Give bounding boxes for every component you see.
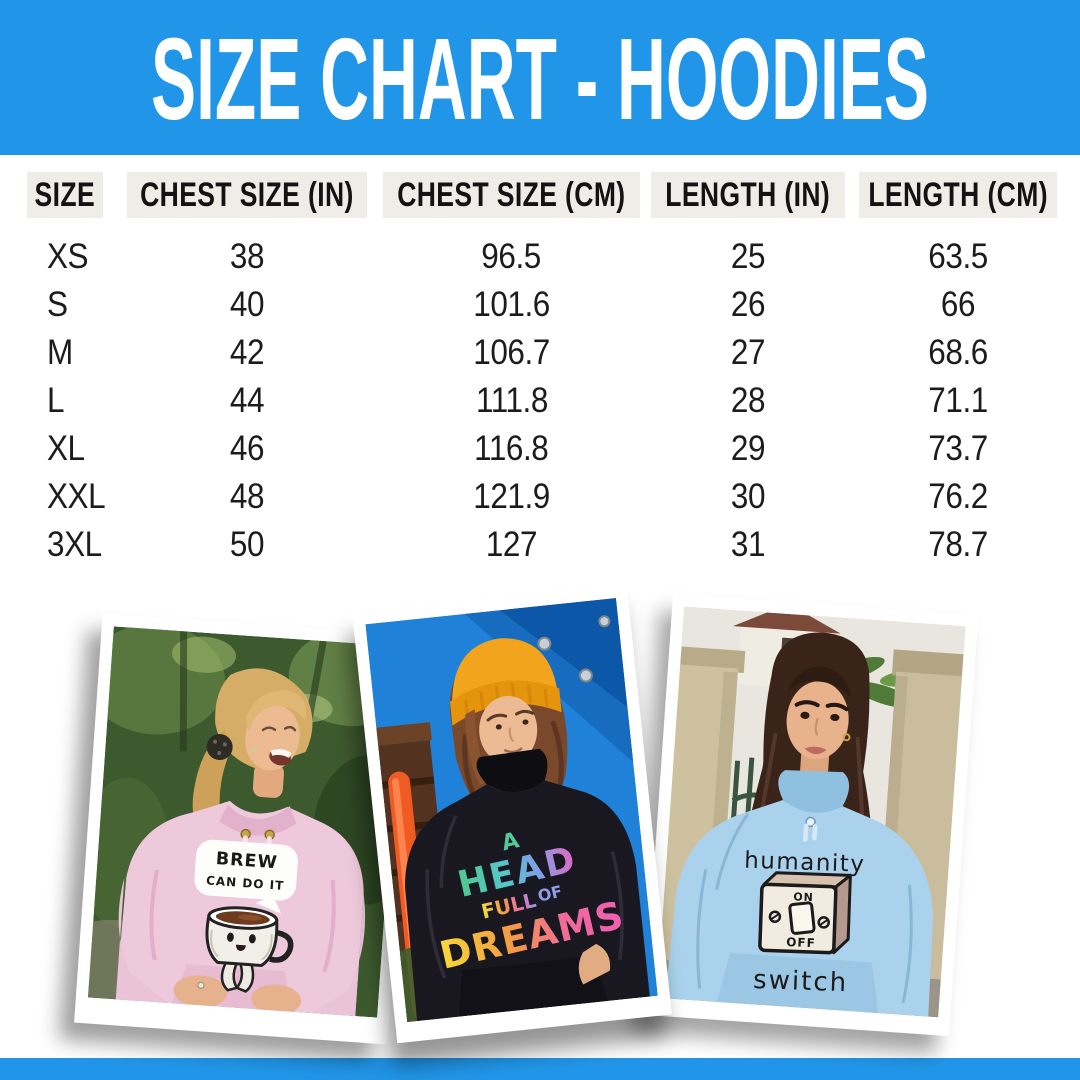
size-value: M — [47, 333, 73, 372]
title-graphic: SIZE CHART - HOODIES — [151, 14, 929, 144]
length-cm-value: 68.6 — [928, 333, 988, 372]
header-banner: SIZE CHART - HOODIES — [0, 0, 1080, 155]
size-value: XXL — [47, 477, 106, 516]
column-header-label: SIZE — [34, 175, 96, 214]
coffee-mug-icon — [205, 906, 294, 993]
switch-on-label: ON — [793, 890, 814, 904]
chest-in-value: 40 — [229, 285, 265, 324]
chest-in-value: 50 — [229, 525, 265, 564]
photo-black-hoodie: A HEAD FULL OF DREAMS — [352, 584, 672, 1044]
bottom-accent-bar — [0, 1058, 1080, 1080]
chest-cm-value: 121.9 — [473, 477, 550, 516]
blue-hoodie-scene: humanity ON OFF switch — [656, 606, 966, 1018]
chest-in-value: 42 — [229, 333, 265, 372]
size-value: XL — [47, 429, 85, 468]
woman-pink — [192, 668, 313, 835]
length-cm-value: 73.7 — [928, 429, 988, 468]
column-header-label: LENGTH (CM) — [868, 175, 1048, 214]
column-header-length-cm: LENGTH (CM) — [859, 172, 1057, 218]
length-in-column: 25 26 27 28 29 30 31 — [651, 233, 845, 569]
bubble-text-line2: CAN DO IT — [206, 873, 285, 892]
length-in-value: 25 — [730, 237, 766, 276]
length-cm-value: 71.1 — [928, 381, 988, 420]
page-title: SIZE CHART - HOODIES — [151, 14, 929, 144]
length-cm-value: 78.7 — [928, 525, 988, 564]
photo-blue-hoodie: humanity ON OFF switch — [643, 593, 979, 1037]
length-in-value: 26 — [730, 285, 766, 324]
brew-graphic: BREW CAN DO IT — [194, 839, 298, 993]
size-column: XS S M L XL XXL 3XL — [27, 233, 106, 569]
column-header-length-in: LENGTH (IN) — [651, 172, 845, 218]
length-cm-value: 63.5 — [928, 237, 988, 276]
chest-in-value: 38 — [229, 237, 265, 276]
column-header-label: LENGTH (IN) — [665, 175, 831, 214]
length-in-value: 28 — [730, 381, 766, 420]
length-cm-value: 76.2 — [928, 477, 988, 516]
column-header-chest-cm: CHEST SIZE (CM) — [383, 172, 640, 218]
photo-pink-hoodie: BREW CAN DO IT — [74, 613, 416, 1045]
chest-cm-column: 96.5 101.6 106.7 111.8 116.8 121.9 127 — [383, 233, 640, 569]
chest-cm-value: 101.6 — [473, 285, 550, 324]
size-value: S — [47, 285, 68, 324]
design-bottom-text: switch — [753, 965, 849, 998]
column-header-label: CHEST SIZE (CM) — [397, 175, 626, 214]
size-value: 3XL — [47, 525, 102, 564]
length-cm-value: 66 — [940, 285, 976, 324]
length-in-value: 30 — [730, 477, 766, 516]
length-cm-column: 63.5 66 68.6 71.1 73.7 76.2 78.7 — [859, 233, 1057, 569]
switch-plate-icon — [758, 871, 852, 955]
black-hoodie — [405, 748, 650, 1022]
length-in-value: 29 — [730, 429, 766, 468]
bubble-text-line1: BREW — [215, 849, 278, 873]
humanity-switch-graphic: humanity ON OFF switch — [744, 848, 866, 999]
switch-off-label: OFF — [786, 935, 816, 950]
column-header-label: CHEST SIZE (IN) — [140, 175, 354, 214]
chest-cm-value: 106.7 — [473, 333, 550, 372]
chest-cm-value: 111.8 — [475, 381, 548, 420]
chest-in-value: 46 — [229, 429, 265, 468]
chest-cm-value: 127 — [485, 525, 538, 564]
column-header-chest-in: CHEST SIZE (IN) — [127, 172, 367, 218]
size-value: XS — [47, 237, 89, 276]
chest-in-value: 44 — [229, 381, 265, 420]
pink-hoodie-scene: BREW CAN DO IT — [87, 626, 404, 1018]
length-in-value: 31 — [730, 525, 766, 564]
column-header-size: SIZE — [27, 172, 103, 218]
size-value: L — [47, 381, 65, 420]
black-hoodie-scene: A HEAD FULL OF DREAMS — [365, 597, 658, 1023]
chest-in-value: 48 — [229, 477, 265, 516]
design-line-a: A — [499, 828, 521, 856]
chest-cm-value: 116.8 — [474, 429, 549, 468]
chest-in-column: 38 40 42 44 46 48 50 — [127, 233, 367, 569]
chest-cm-value: 96.5 — [481, 237, 542, 276]
length-in-value: 27 — [730, 333, 766, 372]
